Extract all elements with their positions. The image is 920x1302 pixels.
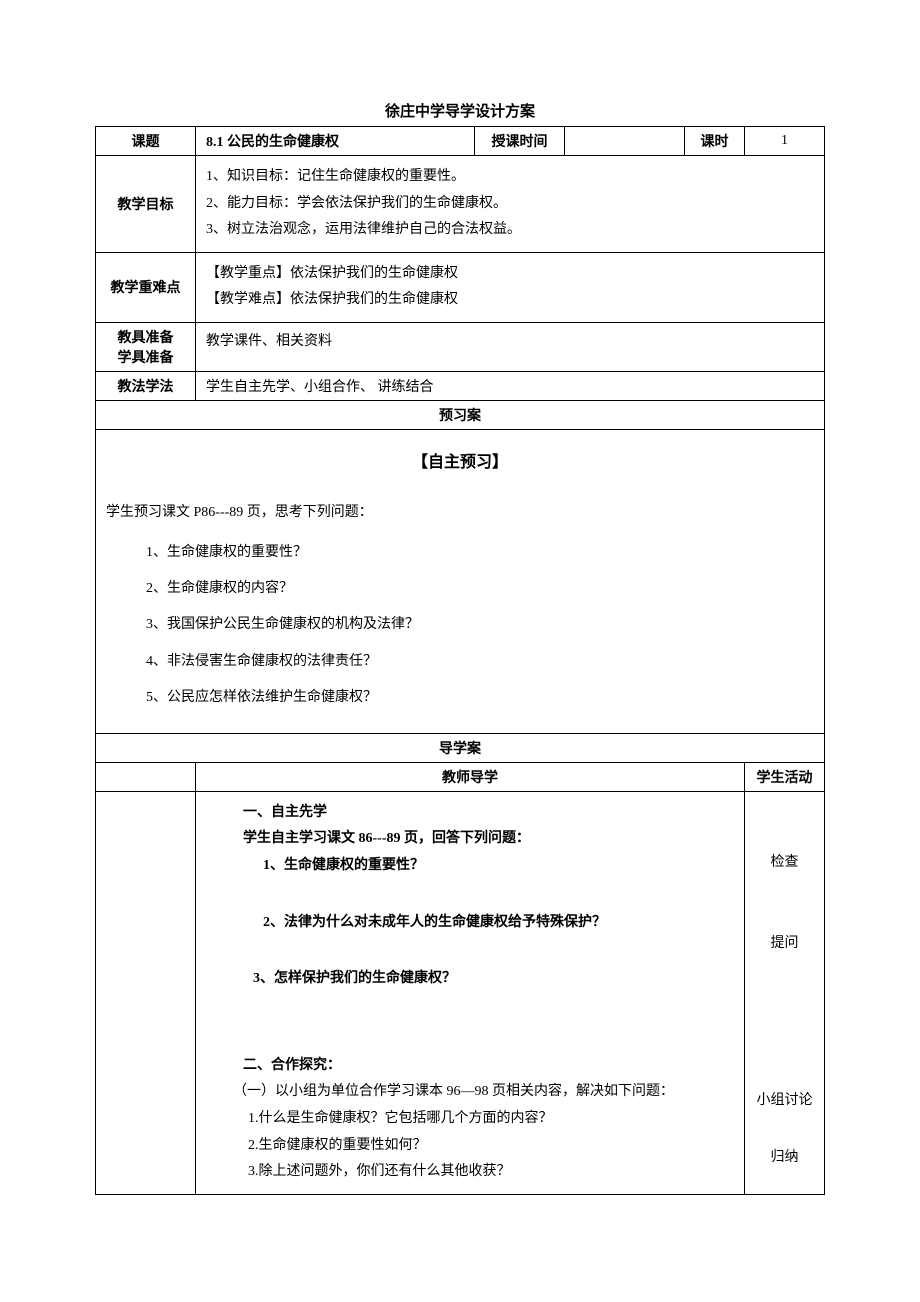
guide-section-title: 导学案 [96,733,825,762]
goals-content: 1、知识目标：记住生命健康权的重要性。 2、能力目标：学会依法保护我们的生命健康… [196,156,825,253]
tools-row: 教具准备 学具准备 教学课件、相关资料 [96,322,825,371]
preview-content-row: 【自主预习】 学生预习课文 P86---89 页，思考下列问题： 1、生命健康权… [96,429,825,733]
guide-part1-title: 一、自主先学 [208,800,732,827]
teacher-guide-content: 一、自主先学 学生自主学习课文 86---89 页，回答下列问题： 1、生命健康… [196,791,745,1194]
preview-section-title: 预习案 [96,400,825,429]
guide-part2-q1: 1.什么是生命健康权？它包括哪几个方面的内容？ [208,1106,732,1133]
preview-q1: 1、生命健康权的重要性？ [146,537,814,569]
activity-check: 检查 [753,850,816,877]
preview-list: 1、生命健康权的重要性？ 2、生命健康权的内容？ 3、我国保护公民生命健康权的机… [106,537,814,714]
keypoints-line1: 【教学重点】依法保护我们的生命健康权 [206,261,814,288]
guide-part1-q3: 3、怎样保护我们的生命健康权？ [208,966,732,993]
tools-label: 教具准备 学具准备 [96,322,196,371]
period-label: 课时 [685,127,745,156]
keypoints-label: 教学重难点 [96,252,196,322]
time-label: 授课时间 [475,127,565,156]
activity-spacer [753,876,816,931]
guide-part1-intro: 学生自主学习课文 86---89 页，回答下列问题： [208,826,732,853]
guide-content-row: 一、自主先学 学生自主学习课文 86---89 页，回答下列问题： 1、生命健康… [96,791,825,1194]
period-value: 1 [745,127,825,156]
methods-value: 学生自主先学、小组合作、 讲练结合 [196,371,825,400]
goals-line3: 3、树立法治观念，运用法律维护自己的合法权益。 [206,217,814,244]
goals-line2: 2、能力目标：学会依法保护我们的生命健康权。 [206,191,814,218]
guide-part2-title: 二、合作探究： [208,1053,732,1080]
topic-label: 课题 [96,127,196,156]
teacher-guide-header: 教师导学 [196,762,745,791]
keypoints-row: 教学重难点 【教学重点】依法保护我们的生命健康权 【教学难点】依法保护我们的生命… [96,252,825,322]
page-title: 徐庄中学导学设计方案 [95,100,825,121]
guide-part2-intro: （一）以小组为单位合作学习课本 96—98 页相关内容，解决如下问题： [208,1079,732,1106]
goals-line1: 1、知识目标：记住生命健康权的重要性。 [206,164,814,191]
guide-header-row: 教师导学 学生活动 [96,762,825,791]
preview-q3: 3、我国保护公民生命健康权的机构及法律？ [146,609,814,641]
narrow-spacer-2 [96,791,196,1194]
student-activity-header: 学生活动 [745,762,825,791]
preview-q4: 4、非法侵害生命健康权的法律责任？ [146,646,814,678]
preview-intro: 学生预习课文 P86---89 页，思考下列问题： [106,497,814,529]
guide-part2-q2: 2.生命健康权的重要性如何？ [208,1133,732,1160]
guide-title-row: 导学案 [96,733,825,762]
preview-title-row: 预习案 [96,400,825,429]
keypoints-line2: 【教学难点】依法保护我们的生命健康权 [206,287,814,314]
time-value [565,127,685,156]
tools-label2: 学具准备 [104,347,187,367]
preview-q2: 2、生命健康权的内容？ [146,573,814,605]
activity-question: 提问 [753,931,816,958]
preview-q5: 5、公民应怎样依法维护生命健康权？ [146,682,814,714]
preview-content: 【自主预习】 学生预习课文 P86---89 页，思考下列问题： 1、生命健康权… [96,429,825,733]
activity-summarize: 归纳 [753,1145,816,1172]
guide-part1-q2: 2、法律为什么对未成年人的生命健康权给予特殊保护？ [208,910,732,937]
goals-row: 教学目标 1、知识目标：记住生命健康权的重要性。 2、能力目标：学会依法保护我们… [96,156,825,253]
guide-part1-q1: 1、生命健康权的重要性？ [208,853,732,880]
narrow-spacer [96,762,196,791]
guide-part2-q3: 3.除上述问题外，你们还有什么其他收获？ [208,1159,732,1186]
student-activity-content: 检查 提问 小组讨论 归纳 [745,791,825,1194]
topic-value: 8.1 公民的生命健康权 [196,127,475,156]
tools-value: 教学课件、相关资料 [196,322,825,371]
keypoints-content: 【教学重点】依法保护我们的生命健康权 【教学难点】依法保护我们的生命健康权 [196,252,825,322]
header-row: 课题 8.1 公民的生命健康权 授课时间 课时 1 [96,127,825,156]
lesson-plan-table: 课题 8.1 公民的生命健康权 授课时间 课时 1 教学目标 1、知识目标：记住… [95,126,825,1195]
activity-discuss: 小组讨论 [753,1088,816,1115]
preview-subtitle: 【自主预习】 [106,445,814,482]
methods-label: 教法学法 [96,371,196,400]
goals-label: 教学目标 [96,156,196,253]
activity-spacer [753,958,816,1088]
tools-label1: 教具准备 [104,327,187,347]
activity-spacer [753,1115,816,1145]
methods-row: 教法学法 学生自主先学、小组合作、 讲练结合 [96,371,825,400]
activity-spacer [753,800,816,850]
